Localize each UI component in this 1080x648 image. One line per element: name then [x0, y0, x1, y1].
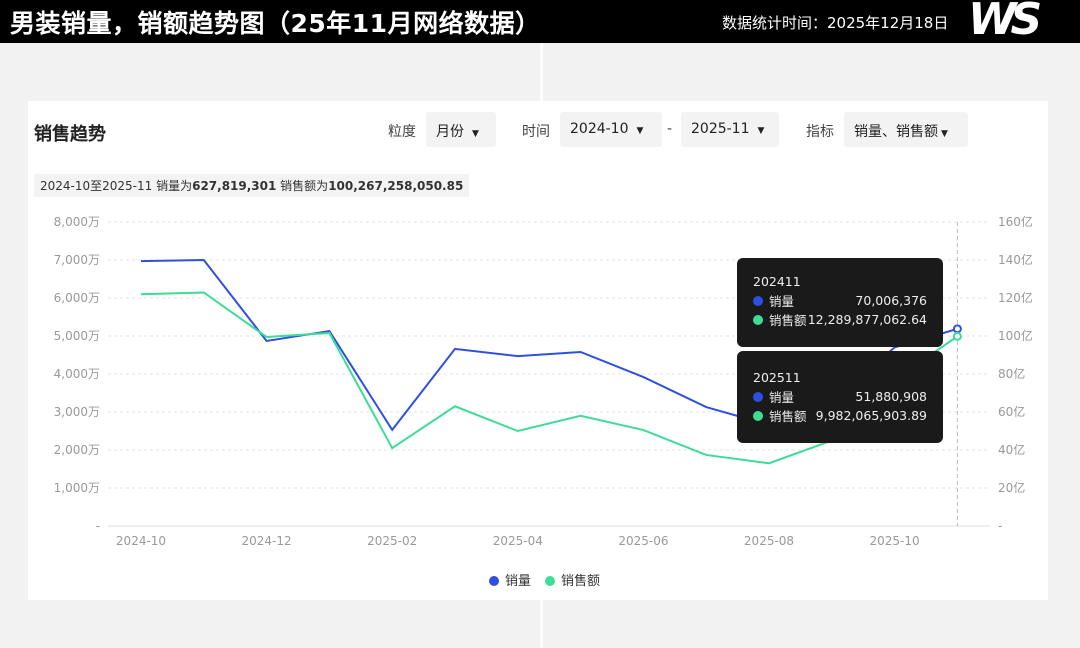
- data-point-highlight: [952, 324, 962, 334]
- stat-time: 数据统计时间：2025年12月18日: [722, 14, 949, 32]
- caret-down-icon: ▼: [636, 126, 644, 136]
- tooltip-value: 9,982,065,903.89: [815, 408, 927, 423]
- tooltip-row-amount: 销售额 9,982,065,903.89: [753, 406, 927, 425]
- amount-dot-icon: [753, 314, 763, 325]
- tooltip-label: 销量: [769, 294, 795, 309]
- y-left-tick: -: [96, 519, 100, 533]
- x-tick: 2025-10: [870, 534, 920, 548]
- y-left-tick: 1,000万: [54, 481, 100, 495]
- tooltip-label: 销售额: [769, 409, 807, 424]
- y-left-tick: 7,000万: [54, 253, 100, 267]
- tooltip-period: 202511: [753, 370, 801, 385]
- header-bar: 男装销量，销额趋势图（25年11月网络数据） 数据统计时间：2025年12月18…: [0, 0, 1080, 45]
- summary-amount: 100,267,258,050.85: [328, 179, 464, 193]
- data-point-highlight: [952, 331, 962, 341]
- y-right-tick: 140亿: [998, 252, 1033, 267]
- y-right-tick: 40亿: [998, 442, 1025, 457]
- tooltip-row-amount: 销售额 12,289,877,062.64: [753, 310, 927, 329]
- series-line-amount: [140, 291, 958, 465]
- y-right-tick: 20亿: [998, 480, 1025, 495]
- ws-logo: WS: [968, 0, 1042, 45]
- time-end-select[interactable]: 2025-11 ▼: [681, 112, 779, 147]
- y-right-tick: 160亿: [998, 214, 1033, 229]
- y-left-tick: 2,000万: [54, 443, 100, 457]
- legend-dot-icon: [489, 576, 499, 586]
- metric-label: 指标: [806, 124, 834, 140]
- x-tick: 2025-04: [493, 534, 543, 548]
- tooltip-value: 12,289,877,062.64: [807, 312, 927, 327]
- summary-prefix: 2024-10至2025-11 销量为: [40, 179, 193, 193]
- legend-label: 销售额: [561, 574, 601, 589]
- time-label: 时间: [522, 124, 550, 140]
- y-left-tick: 5,000万: [54, 329, 100, 343]
- time-start-select[interactable]: 2024-10 ▼: [560, 112, 662, 147]
- tooltip-202411: 202411 销量 70,006,376 销售额 12,289,877,062.64: [737, 258, 943, 347]
- granularity-select[interactable]: 月份 ▼: [426, 112, 496, 147]
- time-end-value: 2025-11: [691, 121, 750, 137]
- time-start-value: 2024-10: [570, 121, 629, 137]
- sales-trend-panel: 销售趋势 粒度 月份 ▼ 时间 2024-10 ▼ - 2025-11 ▼ 指标 销量…: [28, 101, 1048, 600]
- y-right-tick: 60亿: [998, 404, 1025, 419]
- time-separator: -: [667, 121, 673, 137]
- tooltip-row-volume: 销量 70,006,376: [753, 291, 927, 310]
- caret-down-icon: ▼: [941, 129, 948, 139]
- y-right-tick: 80亿: [998, 366, 1025, 381]
- y-left-tick: 4,000万: [54, 367, 100, 381]
- y-left-tick: 3,000万: [54, 405, 100, 419]
- y-left-tick: 6,000万: [54, 291, 100, 305]
- x-tick: 2024-12: [242, 534, 292, 548]
- legend-dot-icon: [545, 576, 556, 586]
- tooltip-row-volume: 销量 51,880,908: [753, 387, 927, 406]
- legend-label: 销量: [505, 574, 532, 589]
- caret-down-icon: ▼: [472, 129, 479, 139]
- tooltip-label: 销售额: [769, 313, 807, 328]
- legend-item-volume[interactable]: 销量: [489, 570, 531, 589]
- tooltip-202511: 202511 销量 51,880,908 销售额 9,982,065,903.89: [737, 351, 943, 443]
- summary-volume: 627,819,301: [192, 179, 277, 193]
- tooltip-value: 70,006,376: [855, 293, 927, 308]
- page-title: 男装销量，销额趋势图（25年11月网络数据）: [10, 9, 541, 38]
- summary-strip: 2024-10至2025-11 销量为627,819,301 销售额为100,2…: [34, 174, 470, 197]
- summary-mid: 销售额为: [276, 179, 329, 193]
- legend: 销量 销售额: [489, 570, 600, 589]
- y-right-tick: 120亿: [998, 290, 1033, 305]
- tooltip-value: 51,880,908: [855, 389, 927, 404]
- amount-dot-icon: [753, 410, 763, 421]
- volume-dot-icon: [753, 391, 763, 402]
- x-tick: 2025-08: [744, 534, 794, 548]
- x-tick: 2024-10: [116, 534, 166, 548]
- x-tick: 2025-02: [367, 534, 417, 548]
- y-right-tick: 100亿: [998, 328, 1033, 343]
- granularity-value: 月份: [436, 124, 464, 140]
- metric-value: 销量、销售额: [854, 124, 938, 140]
- y-left-tick: 8,000万: [54, 215, 100, 229]
- y-right-tick: -: [998, 519, 1002, 533]
- caret-down-icon: ▼: [757, 126, 765, 136]
- tooltip-label: 销量: [769, 390, 795, 405]
- metric-select[interactable]: 销量、销售额 ▼: [844, 112, 968, 147]
- legend-item-amount[interactable]: 销售额: [545, 570, 600, 589]
- granularity-label: 粒度: [388, 124, 416, 140]
- volume-dot-icon: [753, 295, 763, 306]
- x-tick: 2025-06: [618, 534, 668, 548]
- panel-title: 销售趋势: [34, 124, 106, 145]
- tooltip-period: 202411: [753, 274, 801, 289]
